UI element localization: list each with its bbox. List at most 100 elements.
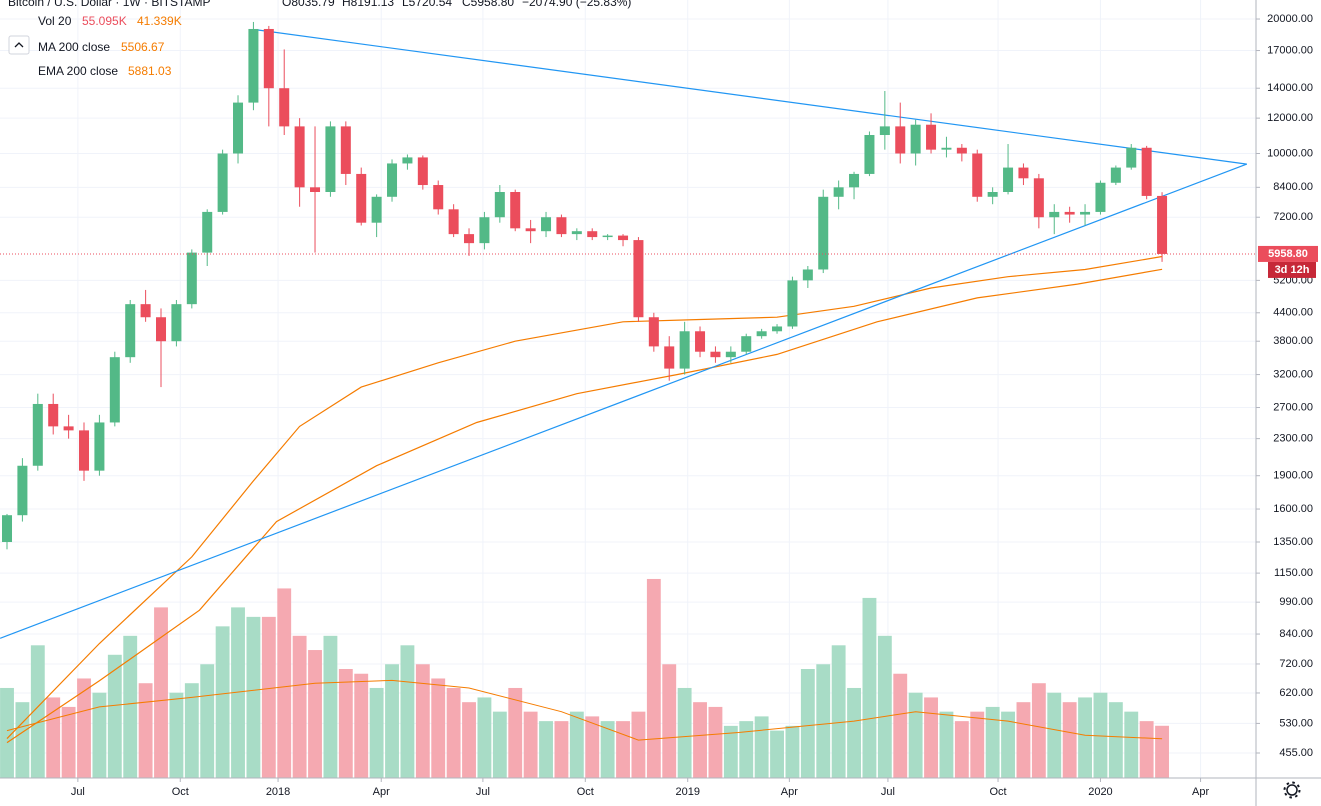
header-change: −2074.90 (−25.83%): [522, 0, 631, 9]
header-close: C5958.80: [462, 0, 514, 9]
header-high: H8191.13: [342, 0, 394, 9]
volume-bar: [893, 673, 908, 778]
y-tick-label: 990.00: [1279, 596, 1313, 608]
volume-bar: [231, 607, 245, 778]
volume-bar: [415, 664, 430, 778]
candle-body: [279, 88, 290, 127]
candle-body: [987, 192, 998, 197]
candle-body: [710, 351, 721, 358]
x-tick-label: Jul: [71, 786, 85, 798]
candle-body: [802, 269, 813, 281]
volume-bar: [354, 673, 369, 778]
volume-bar: [200, 664, 215, 778]
volume-bar: [261, 616, 276, 778]
candle-body: [910, 124, 921, 154]
volume-bar: [862, 597, 877, 778]
volume-bar: [616, 721, 630, 778]
volume-bar: [1108, 702, 1123, 778]
volume-bar: [385, 664, 399, 778]
volume-bar: [877, 635, 892, 778]
candle-body: [202, 211, 213, 253]
candle-body: [263, 28, 274, 89]
volume-bar: [30, 645, 45, 778]
volume-bar: [816, 664, 831, 778]
candle-body: [325, 126, 336, 193]
candle-body: [140, 304, 151, 318]
candle-body: [556, 217, 567, 235]
volume-bar: [431, 678, 446, 778]
trendline: [0, 163, 1248, 639]
candle-body: [94, 422, 105, 471]
candle-body: [402, 157, 413, 164]
volume-bar: [985, 706, 1000, 778]
header-title: Bitcoin / U.S. Dollar · 1W · BITSTAMP: [8, 0, 210, 9]
y-tick-label: 455.00: [1279, 747, 1313, 759]
x-tick-label: Jul: [881, 786, 895, 798]
candle-body: [1141, 147, 1152, 196]
ma-legend-value: 5506.67: [121, 40, 165, 54]
y-tick-label: 3200.00: [1273, 368, 1313, 380]
candle-body: [679, 331, 690, 369]
candle-body: [79, 430, 90, 471]
candle-body: [541, 217, 552, 232]
volume-bar: [1062, 702, 1077, 778]
candle-body: [233, 102, 244, 154]
volume-bar: [369, 687, 384, 778]
candle-body: [1064, 211, 1075, 215]
header-low: L5720.54: [402, 0, 452, 9]
candle-body: [879, 126, 890, 136]
volume-bar: [600, 721, 615, 778]
volume-legend-name: Vol 20: [38, 14, 72, 28]
volume-ma-legend-value: 41.339K: [137, 14, 182, 28]
x-tick-label: Oct: [172, 786, 189, 798]
volume-bar: [169, 692, 184, 778]
y-tick-label: 4400.00: [1273, 307, 1313, 319]
ma-legend-name: MA 200 close: [38, 40, 110, 54]
candle-body: [1003, 167, 1014, 193]
candle-body: [387, 163, 398, 197]
candle-body: [2, 515, 13, 543]
candle-body: [818, 196, 829, 270]
volume-bar: [277, 588, 292, 778]
candle-body: [602, 235, 613, 238]
x-tick-label: Jul: [476, 786, 490, 798]
volume-bar: [1124, 711, 1139, 778]
y-tick-label: 1900.00: [1273, 470, 1313, 482]
volume-bar: [138, 683, 153, 778]
x-tick-label: 2018: [266, 786, 290, 798]
candle-body: [972, 153, 983, 197]
x-tick-label: Oct: [577, 786, 594, 798]
volume-bar: [708, 706, 723, 778]
volume-bar: [123, 635, 138, 778]
candle-body: [833, 187, 844, 197]
volume-bar: [46, 697, 61, 778]
indicator-line: [6, 255, 1163, 740]
candle-body: [310, 187, 321, 193]
candle-body: [294, 126, 305, 188]
volume-bar: [323, 635, 338, 778]
volume-bar: [847, 687, 861, 778]
volume-bar: [785, 725, 800, 778]
candle-body: [1095, 182, 1106, 212]
volume-bar: [338, 669, 353, 778]
collapse-legend-button[interactable]: [8, 35, 30, 55]
x-tick-label: 2020: [1088, 786, 1112, 798]
candle-body: [633, 240, 644, 318]
volume-bar: [1016, 702, 1031, 778]
settings-gear[interactable]: [1283, 781, 1301, 799]
indicator-line: [6, 268, 1163, 744]
y-tick-label: 1150.00: [1274, 567, 1313, 579]
volume-bar: [1093, 692, 1108, 778]
volume-bar: [1047, 692, 1062, 778]
candle-body: [433, 185, 444, 210]
candle-body: [1033, 178, 1044, 218]
candle-body: [63, 426, 74, 431]
candle-body: [587, 231, 598, 238]
y-tick-label: 3800.00: [1273, 335, 1313, 347]
candle-body: [109, 357, 120, 423]
volume-bar: [585, 716, 600, 778]
candle-body: [417, 157, 428, 186]
volume-bar: [1078, 697, 1092, 778]
volume-bar: [924, 697, 938, 778]
